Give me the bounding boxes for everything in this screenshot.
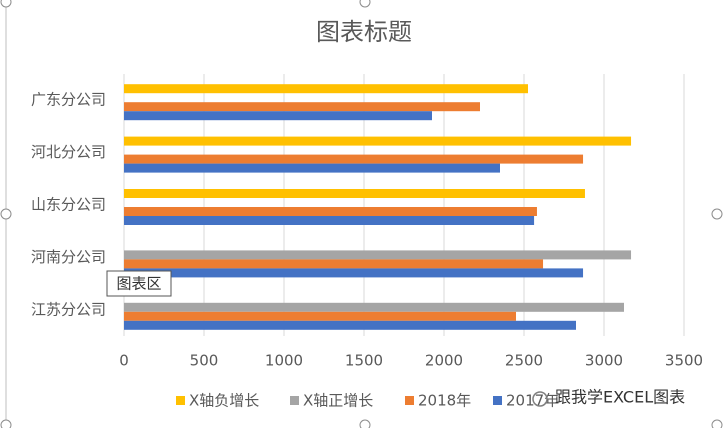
y-tick-label: 江苏分公司 (31, 300, 106, 318)
legend-label: X轴正增长 (303, 392, 373, 410)
watermark: 跟我学EXCEL图表 (532, 388, 685, 407)
legend-swatch (405, 396, 414, 405)
watermark-text: 跟我学EXCEL图表 (555, 388, 685, 407)
x-tick-label: 500 (190, 352, 219, 370)
bar (124, 189, 585, 198)
bar (124, 302, 624, 312)
bar (124, 111, 432, 121)
handle[interactable] (0, 419, 12, 428)
tooltip-box (106, 270, 172, 297)
legend-label: 2018年 (418, 392, 471, 410)
legend-swatch (493, 396, 502, 405)
x-tick-label: 3500 (665, 352, 703, 370)
x-tick-label: 2000 (425, 352, 463, 370)
x-tick-label: 1000 (265, 352, 303, 370)
legend-label: X轴负增长 (189, 392, 259, 410)
handle[interactable] (359, 0, 371, 8)
legend-swatch (176, 396, 185, 405)
chart-title: 图表标题 (316, 18, 412, 46)
x-tick-label: 2500 (505, 352, 543, 370)
legend-item: X轴负增长 (176, 392, 259, 410)
handle[interactable] (359, 419, 371, 428)
x-tick-label: 3000 (585, 352, 623, 370)
bar (124, 268, 584, 278)
y-tick-label: 河南分公司 (31, 248, 106, 266)
bar (124, 320, 576, 330)
bar (124, 84, 528, 94)
x-tick-label: 0 (119, 352, 129, 370)
bar (124, 154, 584, 164)
x-tick-label: 1500 (345, 352, 383, 370)
legend-swatch (290, 396, 299, 405)
bar (124, 259, 544, 269)
watermark-icon (532, 391, 548, 407)
handle[interactable] (711, 208, 723, 220)
bar (124, 163, 500, 173)
y-tick-label: 山东分公司 (31, 196, 106, 214)
bar (124, 250, 632, 260)
legend-item: X轴正增长 (290, 392, 373, 410)
handle[interactable] (711, 419, 723, 428)
y-tick-label: 广东分公司 (31, 91, 106, 109)
bar (124, 136, 632, 146)
bar (124, 102, 480, 112)
bar (124, 216, 535, 225)
bar (124, 311, 516, 321)
handle[interactable] (0, 208, 12, 220)
legend-item: 2018年 (405, 392, 471, 410)
y-tick-label: 河北分公司 (31, 143, 106, 161)
tooltip: 图表区 (106, 270, 172, 297)
bar (124, 207, 537, 216)
tooltip-text: 图表区 (116, 275, 161, 293)
handle[interactable] (0, 0, 12, 8)
